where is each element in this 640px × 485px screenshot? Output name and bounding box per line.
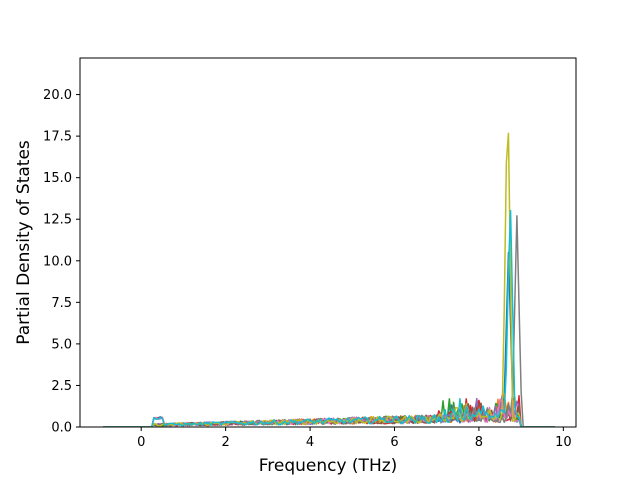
y-axis-label: Partial Density of States xyxy=(14,140,34,345)
plot-lines xyxy=(103,132,555,427)
series-line-10 xyxy=(103,209,555,427)
x-tick-label: 4 xyxy=(306,435,314,450)
y-tick-label: 17.5 xyxy=(43,130,72,145)
y-tick-label: 0.0 xyxy=(51,421,72,436)
x-tick-label: 6 xyxy=(390,435,398,450)
series-line-1 xyxy=(103,251,555,427)
y-tick-label: 12.5 xyxy=(43,213,72,228)
series-line-8 xyxy=(103,215,555,427)
y-tick-label: 20.0 xyxy=(43,88,72,103)
y-tick-label: 5.0 xyxy=(51,337,72,352)
x-tick-label: 2 xyxy=(221,435,229,450)
y-tick-label: 7.5 xyxy=(51,296,72,311)
y-tick-label: 15.0 xyxy=(43,171,72,186)
x-tick-label: 0 xyxy=(137,435,145,450)
x-tick-label: 10 xyxy=(555,435,572,450)
x-axis-ticks: 0 2 4 6 8 10 xyxy=(137,427,572,450)
y-axis-ticks: 0.0 2.5 5.0 7.5 10.0 12.5 15.0 17.5 20.0 xyxy=(43,88,80,436)
y-tick-label: 10.0 xyxy=(43,254,72,269)
series-line-9 xyxy=(103,132,555,427)
y-tick-label: 2.5 xyxy=(51,379,72,394)
x-axis-label: Frequency (THz) xyxy=(259,456,398,476)
x-tick-label: 8 xyxy=(475,435,483,450)
plot-frame xyxy=(79,57,577,428)
